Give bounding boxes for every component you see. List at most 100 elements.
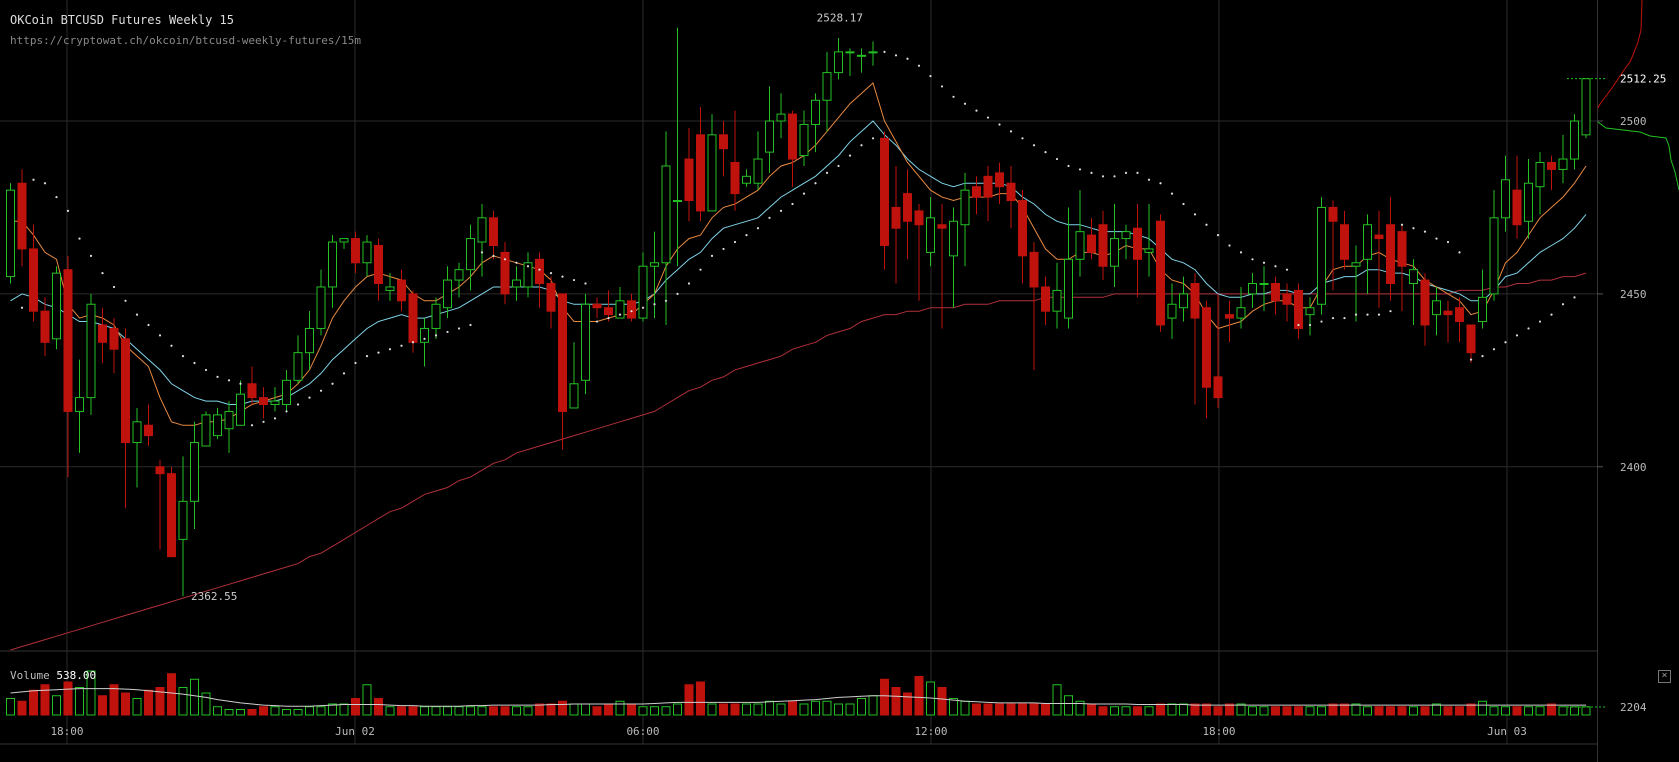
volume-bar <box>362 684 372 716</box>
close-volume-panel-button[interactable]: × <box>1658 670 1671 683</box>
sar-dot <box>250 424 254 427</box>
sar-dot <box>549 272 553 275</box>
y-tick-label: 2450 <box>1620 288 1647 301</box>
volume-bar <box>730 703 740 716</box>
candle-body <box>29 248 38 312</box>
candle <box>1374 210 1384 308</box>
price-annotation: 2362.55 <box>191 590 237 603</box>
volume-bar <box>293 709 303 716</box>
sar-dot <box>791 202 794 206</box>
sar-dot <box>147 323 150 327</box>
x-tick-label: Jun 03 <box>1487 725 1527 738</box>
candle-body <box>1179 293 1188 309</box>
candle <box>270 387 280 412</box>
candle-body <box>1581 78 1591 136</box>
volume-bar <box>190 678 199 716</box>
candle <box>983 165 993 222</box>
candle <box>1202 300 1211 419</box>
candle-body <box>799 123 809 157</box>
sar-dot <box>296 403 300 406</box>
candle-body <box>1190 283 1200 319</box>
candle <box>1133 203 1142 298</box>
volume-bar <box>328 703 337 716</box>
candle-body <box>558 293 567 412</box>
candle-body <box>282 379 291 406</box>
sar-dot <box>894 54 898 57</box>
candle <box>1259 266 1269 312</box>
sar-dot <box>929 74 932 78</box>
sar-dot <box>676 292 679 295</box>
sar-dot <box>710 254 714 257</box>
volume-bar <box>431 706 441 716</box>
indicator-lines <box>10 82 1587 651</box>
sar-dot <box>204 368 208 372</box>
volume-bar <box>316 706 326 716</box>
candle <box>259 387 268 419</box>
volume-bar <box>63 681 73 716</box>
sar-dot <box>112 285 116 289</box>
volume-bar <box>799 703 809 716</box>
candle <box>753 131 763 191</box>
volume-bar <box>1535 706 1545 716</box>
candle-body <box>937 224 947 229</box>
candle <box>1156 214 1165 332</box>
sar-dot <box>43 182 47 185</box>
candle <box>1535 152 1545 215</box>
volume-bar <box>52 695 61 716</box>
candle-body <box>477 217 487 243</box>
sar-dot <box>1055 157 1059 161</box>
chart-url[interactable]: https://cryptowat.ch/okcoin/btcusd-weekl… <box>10 34 361 47</box>
candle-body <box>615 300 625 319</box>
candle <box>1455 297 1464 343</box>
price-annotation: 2528.17 <box>817 12 863 25</box>
sar-dot <box>722 247 725 251</box>
sar-dot <box>1032 144 1036 147</box>
candle-body <box>1512 189 1522 226</box>
candle-body <box>190 442 199 502</box>
candle-body <box>1213 376 1223 399</box>
sar-dot <box>469 323 472 327</box>
candle-body <box>316 286 326 329</box>
sar-dot <box>388 348 392 351</box>
candle <box>546 276 556 329</box>
volume-bar <box>914 676 924 716</box>
candle-body <box>696 134 705 212</box>
candle-body <box>1432 300 1441 316</box>
candle <box>1420 273 1430 346</box>
candle-body <box>1558 158 1568 170</box>
volume-ma-line <box>10 688 1586 707</box>
candle <box>903 169 912 260</box>
sar-dot <box>411 341 415 344</box>
sar-dot <box>1193 213 1197 216</box>
volume-bar <box>1489 706 1499 716</box>
candle-body <box>1282 293 1292 305</box>
candle <box>1317 197 1326 315</box>
candle <box>1443 300 1453 343</box>
candle-body <box>834 51 843 74</box>
candle <box>385 273 395 301</box>
sar-dot <box>1205 223 1208 226</box>
sar-dot <box>1527 327 1530 330</box>
candle-body <box>765 120 774 153</box>
sar-dot <box>1458 251 1461 254</box>
candle <box>914 203 924 301</box>
sar-dot <box>1262 261 1266 264</box>
volume-bar <box>891 687 901 716</box>
volume-bar <box>397 706 406 716</box>
candle-body <box>201 414 211 447</box>
candle-body <box>63 269 73 412</box>
candle-body <box>926 217 935 253</box>
candle <box>328 235 337 308</box>
volume-bar <box>1018 703 1027 716</box>
candle-body <box>960 189 970 226</box>
candle-body <box>1397 231 1407 267</box>
candle-body <box>144 424 153 437</box>
candle <box>1558 134 1568 184</box>
candle <box>696 107 705 222</box>
volume-bar <box>29 689 38 716</box>
candle <box>236 380 245 426</box>
sar-dot <box>998 123 1001 126</box>
candle <box>1386 197 1395 301</box>
sar-dot <box>308 396 311 399</box>
